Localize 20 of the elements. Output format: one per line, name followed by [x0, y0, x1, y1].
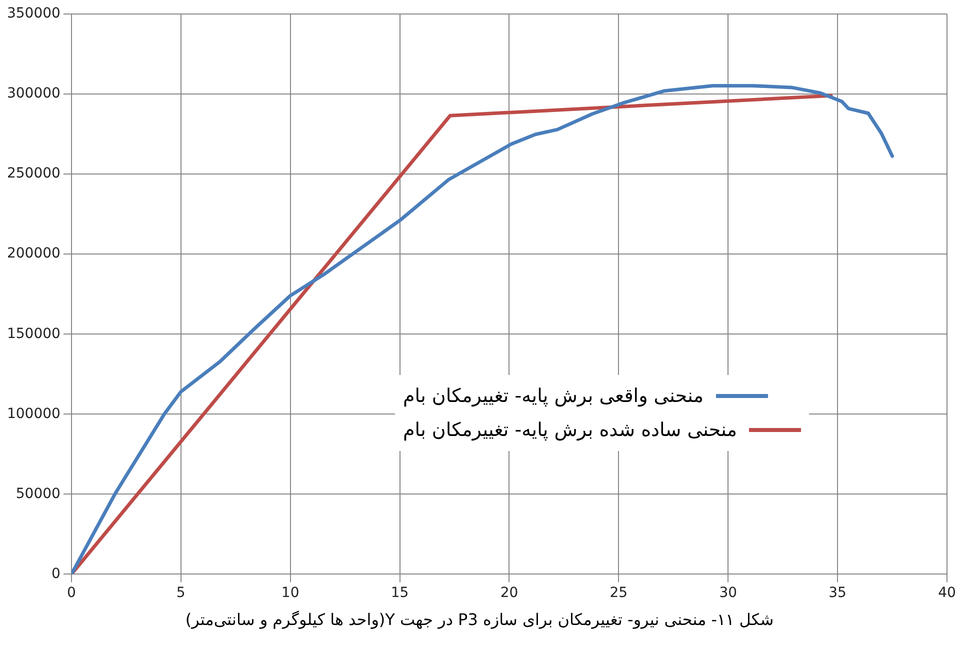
y-tick-label: 150000	[6, 326, 60, 342]
y-tick-label: 300000	[6, 86, 60, 102]
y-tick-label: 100000	[6, 406, 60, 422]
y-tick-label: 50000	[16, 486, 60, 502]
legend-label: منحنی واقعی برش پایه- تغییرمکان بام	[403, 384, 704, 409]
x-tick-label: 10	[281, 585, 300, 602]
x-tick-label: 20	[500, 585, 518, 602]
x-tick-label: 5	[176, 585, 186, 602]
text: شکل ۱۱- منحنی نیرو- تغییرمکان برای سازه P3 در جهت Y(واحد ها کیلوگرم و سانتی‌متر)	[184, 610, 775, 629]
x-tick-label: 35	[828, 585, 846, 602]
x-tick-label: 0	[66, 585, 76, 602]
y-tick-label: 200000	[6, 246, 60, 262]
x-tick-label: 25	[610, 585, 628, 602]
legend-label: منحنی ساده شده برش پایه- تغییرمکان بام	[403, 418, 737, 443]
x-tick-label: 40	[938, 585, 956, 602]
y-tick-label: 0	[52, 566, 60, 582]
x-tick-label: 15	[390, 585, 409, 602]
x-tick-label: 30	[719, 585, 738, 602]
y-tick-label: 250000	[6, 166, 60, 182]
y-tick-label: 350000	[6, 6, 60, 22]
